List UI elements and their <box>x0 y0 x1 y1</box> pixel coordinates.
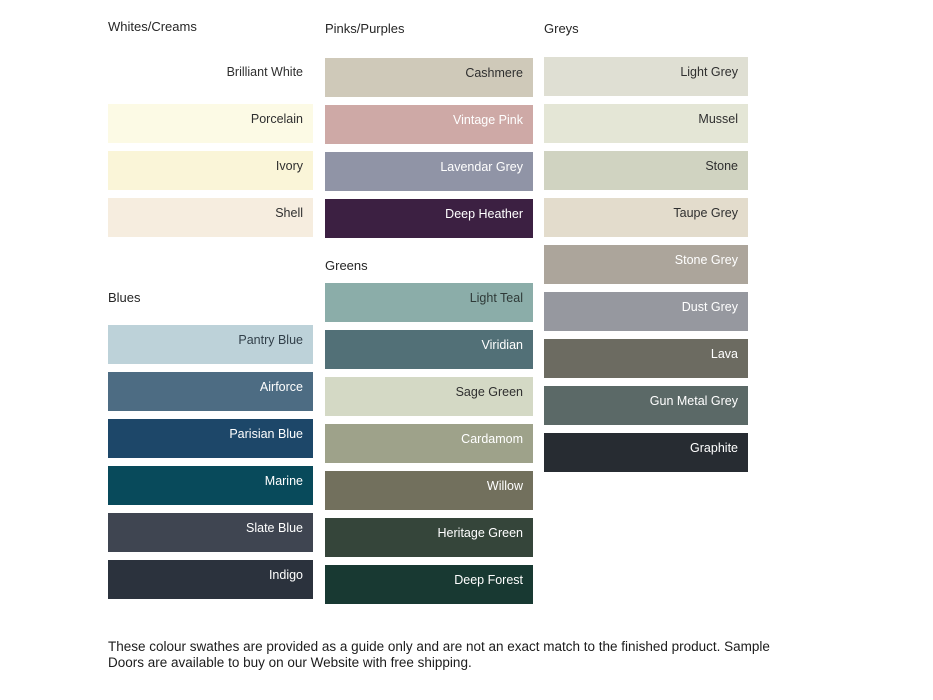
swatch-stack-greys: Light Grey Mussel Stone Taupe Grey Stone Gre… <box>544 57 748 480</box>
swatch-viridian: Viridian <box>325 330 533 369</box>
swatch-label-vintage-pink: Vintage Pink <box>453 113 523 127</box>
swatch-indigo: Indigo <box>108 560 313 599</box>
group-header-greens: Greens <box>325 258 368 273</box>
swatch-label-willow: Willow <box>486 479 523 493</box>
swatch-porcelain: Porcelain <box>108 104 313 143</box>
swatch-deep-heather: Deep Heather <box>325 199 533 238</box>
swatch-ivory: Ivory <box>108 151 313 190</box>
swatch-label-airforce: Airforce <box>259 380 303 394</box>
footer-note-line: Doors are available to buy on our Websit… <box>108 654 472 670</box>
swatch-pantry-blue: Pantry Blue <box>108 325 313 364</box>
swatch-light-teal: Light Teal <box>325 283 533 322</box>
swatch-label-light-teal: Light Teal <box>469 291 523 305</box>
swatch-stack-blues: Pantry Blue Airforce Parisian Blue Marine Sl… <box>108 325 313 607</box>
swatch-label-cardamom: Cardamom <box>461 432 523 446</box>
swatch-graphite: Graphite <box>544 433 748 472</box>
swatch-parisian-blue: Parisian Blue <box>108 419 313 458</box>
swatch-willow: Willow <box>325 471 533 510</box>
palette-column-1: Whites/Creams Brilliant White Porcelain Ivo… <box>108 0 313 630</box>
swatch-label-porcelain: Porcelain <box>250 112 303 126</box>
swatch-label-deep-heather: Deep Heather <box>445 207 523 221</box>
swatch-lava: Lava <box>544 339 748 378</box>
swatch-shell: Shell <box>108 198 313 237</box>
swatch-label-heritage-green: Heritage Green <box>437 526 523 540</box>
swatch-label-viridian: Viridian <box>481 338 523 352</box>
swatch-stone: Stone <box>544 151 748 190</box>
swatch-taupe-grey: Taupe Grey <box>544 198 748 237</box>
swatch-sage-green: Sage Green <box>325 377 533 416</box>
swatch-light-grey: Light Grey <box>544 57 748 96</box>
swatch-label-indigo: Indigo <box>268 568 303 582</box>
swatch-stone-grey: Stone Grey <box>544 245 748 284</box>
swatch-slate-blue: Slate Blue <box>108 513 313 552</box>
swatch-heritage-green: Heritage Green <box>325 518 533 557</box>
group-header-whites-creams: Whites/Creams <box>108 19 197 34</box>
swatch-dust-grey: Dust Grey <box>544 292 748 331</box>
swatch-stack-whites-creams: Brilliant White Porcelain Ivory Shell <box>108 57 313 245</box>
group-header-greys: Greys <box>544 21 579 36</box>
footer-disclaimer: These colour swathes are provided as a g… <box>108 639 770 670</box>
swatch-deep-forest: Deep Forest <box>325 565 533 604</box>
swatch-label-lavendar-grey: Lavendar Grey <box>440 160 523 174</box>
swatch-label-sage-green: Sage Green <box>455 385 523 399</box>
swatch-brilliant-white: Brilliant White <box>108 57 313 96</box>
footer-note-line: These colour swathes are provided as a g… <box>108 639 770 654</box>
swatch-label-dust-grey: Dust Grey <box>681 300 738 314</box>
group-header-blues: Blues <box>108 290 141 305</box>
swatch-mussel: Mussel <box>544 104 748 143</box>
swatch-stack-greens: Light Teal Viridian Sage Green Cardamom Will… <box>325 283 533 612</box>
swatch-cardamom: Cardamom <box>325 424 533 463</box>
swatch-label-slate-blue: Slate Blue <box>246 521 303 535</box>
swatch-label-mussel: Mussel <box>698 112 738 126</box>
swatch-marine: Marine <box>108 466 313 505</box>
swatch-label-stone-grey: Stone Grey <box>674 253 738 267</box>
swatch-label-taupe-grey: Taupe Grey <box>673 206 738 220</box>
swatch-label-light-grey: Light Grey <box>680 65 738 79</box>
swatch-label-deep-forest: Deep Forest <box>454 573 523 587</box>
swatch-label-ivory: Ivory <box>275 159 303 173</box>
swatch-label-shell: Shell <box>275 206 303 220</box>
swatch-label-lava: Lava <box>710 347 738 361</box>
swatch-label-cashmere: Cashmere <box>465 66 523 80</box>
palette-column-3: Greys Light Grey Mussel Stone Taupe Grey Ston… <box>544 0 748 630</box>
swatch-label-stone: Stone <box>705 159 738 173</box>
palette-column-2: Pinks/Purples Cashmere Vintage Pink Lavenda… <box>325 0 533 630</box>
swatch-label-marine: Marine <box>264 474 303 488</box>
swatch-label-pantry-blue: Pantry Blue <box>238 333 303 347</box>
swatch-label-brilliant-white: Brilliant White <box>226 65 303 79</box>
swatch-vintage-pink: Vintage Pink <box>325 105 533 144</box>
swatch-airforce: Airforce <box>108 372 313 411</box>
swatch-cashmere: Cashmere <box>325 58 533 97</box>
swatch-lavendar-grey: Lavendar Grey <box>325 152 533 191</box>
swatch-gun-metal-grey: Gun Metal Grey <box>544 386 748 425</box>
swatch-label-graphite: Graphite <box>690 441 738 455</box>
swatch-label-gun-metal-grey: Gun Metal Grey <box>649 394 738 408</box>
group-header-pinks-purples: Pinks/Purples <box>325 21 405 36</box>
swatch-stack-pinks-purples: Cashmere Vintage Pink Lavendar Grey Deep He… <box>325 58 533 246</box>
swatch-label-parisian-blue: Parisian Blue <box>229 427 303 441</box>
